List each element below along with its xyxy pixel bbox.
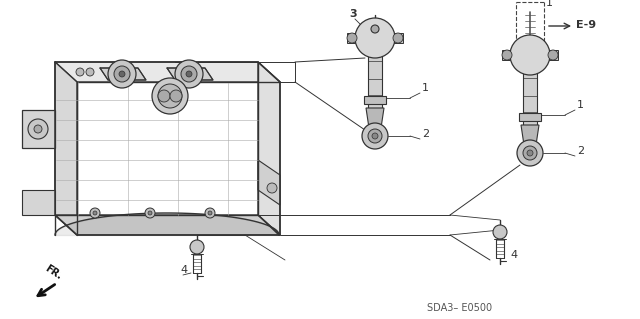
- Circle shape: [114, 66, 130, 82]
- Polygon shape: [347, 33, 357, 43]
- Polygon shape: [368, 43, 382, 108]
- Circle shape: [158, 84, 182, 108]
- Circle shape: [175, 60, 203, 88]
- Circle shape: [267, 183, 277, 193]
- Circle shape: [86, 68, 94, 76]
- Circle shape: [205, 208, 215, 218]
- Circle shape: [362, 123, 388, 149]
- Polygon shape: [22, 110, 55, 148]
- Polygon shape: [548, 50, 558, 60]
- Circle shape: [90, 208, 100, 218]
- Text: 4: 4: [180, 265, 187, 275]
- Text: FR.: FR.: [43, 263, 63, 281]
- Circle shape: [145, 208, 155, 218]
- Circle shape: [152, 78, 188, 114]
- Polygon shape: [55, 62, 77, 235]
- Polygon shape: [521, 125, 539, 145]
- Text: 3: 3: [349, 9, 357, 19]
- Polygon shape: [393, 33, 403, 43]
- Polygon shape: [258, 62, 280, 235]
- Circle shape: [158, 90, 170, 102]
- Circle shape: [502, 50, 512, 60]
- Circle shape: [347, 33, 357, 43]
- Circle shape: [371, 25, 379, 33]
- Polygon shape: [55, 215, 280, 235]
- Circle shape: [208, 211, 212, 215]
- Circle shape: [517, 140, 543, 166]
- Polygon shape: [366, 108, 384, 128]
- Circle shape: [181, 66, 197, 82]
- Circle shape: [393, 33, 403, 43]
- Circle shape: [493, 225, 507, 239]
- Circle shape: [368, 129, 382, 143]
- Circle shape: [510, 35, 550, 75]
- Circle shape: [108, 60, 136, 88]
- Text: E-9: E-9: [576, 20, 596, 30]
- Polygon shape: [364, 96, 386, 104]
- Circle shape: [170, 90, 182, 102]
- Polygon shape: [55, 62, 280, 82]
- Text: 1: 1: [422, 83, 429, 93]
- Text: SDA3– E0500: SDA3– E0500: [428, 303, 493, 313]
- Polygon shape: [502, 50, 512, 60]
- Text: 1: 1: [577, 100, 584, 110]
- Circle shape: [372, 133, 378, 139]
- Circle shape: [527, 150, 533, 156]
- Circle shape: [119, 71, 125, 77]
- Circle shape: [34, 125, 42, 133]
- Polygon shape: [22, 190, 55, 215]
- Text: 4: 4: [510, 250, 517, 260]
- Polygon shape: [258, 160, 280, 205]
- Circle shape: [76, 68, 84, 76]
- Polygon shape: [519, 113, 541, 121]
- Polygon shape: [523, 60, 537, 125]
- Circle shape: [93, 211, 97, 215]
- Circle shape: [548, 50, 558, 60]
- Text: 2: 2: [422, 129, 429, 139]
- Polygon shape: [167, 68, 213, 80]
- Circle shape: [148, 211, 152, 215]
- Text: 1: 1: [546, 0, 553, 8]
- Polygon shape: [100, 68, 146, 80]
- Circle shape: [523, 146, 537, 160]
- Circle shape: [190, 240, 204, 254]
- Circle shape: [355, 18, 395, 58]
- Circle shape: [186, 71, 192, 77]
- Circle shape: [28, 119, 48, 139]
- Text: 2: 2: [577, 146, 584, 156]
